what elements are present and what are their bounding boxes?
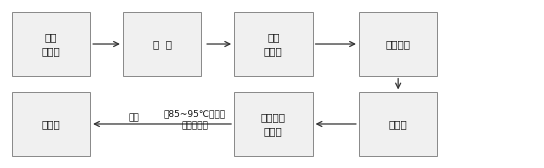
Text: 复配
助溶剂: 复配 助溶剂 [264, 32, 283, 56]
Text: 溶  剂: 溶 剂 [153, 39, 171, 49]
FancyBboxPatch shape [234, 12, 313, 76]
Text: 复配表面
活性剂: 复配表面 活性剂 [261, 112, 286, 136]
FancyBboxPatch shape [234, 92, 313, 156]
Text: 在85~95℃下搅拌
至混合均匀: 在85~95℃下搅拌 至混合均匀 [164, 109, 226, 130]
FancyBboxPatch shape [123, 12, 201, 76]
FancyBboxPatch shape [11, 92, 90, 156]
Text: 缓蚀剂: 缓蚀剂 [389, 119, 407, 129]
FancyBboxPatch shape [359, 92, 437, 156]
FancyBboxPatch shape [11, 12, 90, 76]
Text: 聚乙烯醇: 聚乙烯醇 [386, 39, 411, 49]
FancyBboxPatch shape [359, 12, 437, 76]
Text: 过滤: 过滤 [128, 114, 139, 123]
Text: 助焊剂: 助焊剂 [41, 119, 60, 129]
Text: 复配
活化剂: 复配 活化剂 [41, 32, 60, 56]
